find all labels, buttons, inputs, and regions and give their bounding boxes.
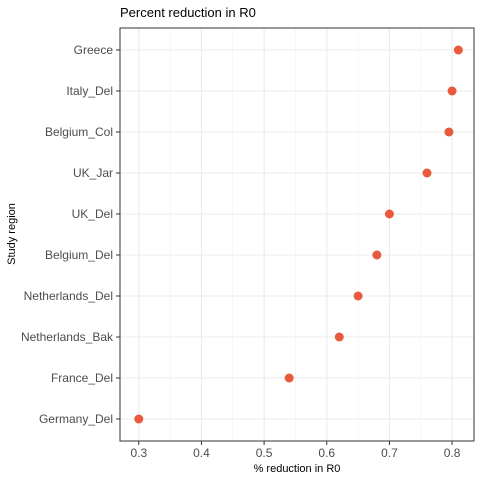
y-tick-label: Greece <box>74 43 114 57</box>
y-tick-label: UK_Jar <box>73 166 113 180</box>
x-axis-label: % reduction in R0 <box>254 463 341 475</box>
data-point <box>444 127 454 137</box>
data-point <box>134 414 144 424</box>
y-tick-label: Belgium_Col <box>45 125 113 139</box>
panel-border <box>119 27 475 442</box>
x-tick-label: 0.6 <box>318 446 335 460</box>
y-axis-label: Study region <box>6 203 18 265</box>
data-point <box>334 332 344 342</box>
y-tick-label: UK_Del <box>72 207 113 221</box>
data-point <box>453 45 463 55</box>
y-tick-label: Italy_Del <box>66 84 113 98</box>
data-point <box>447 86 457 96</box>
y-tick-label: Netherlands_Bak <box>21 330 114 344</box>
chart-title: Percent reduction in R0 <box>120 5 256 20</box>
x-tick-label: 0.5 <box>256 446 273 460</box>
y-tick-label: France_Del <box>51 371 113 385</box>
data-point <box>372 250 382 260</box>
data-point <box>422 168 432 178</box>
points-layer <box>134 45 463 424</box>
data-point <box>384 209 394 219</box>
axes-layer: 0.3 0.4 0.5 0.6 0.7 0.8 Greece Italy_Del Belgium… <box>21 43 461 460</box>
y-tick-label: Belgium_Del <box>45 248 113 262</box>
x-tick-label: 0.3 <box>130 446 147 460</box>
y-tick-label: Netherlands_Del <box>24 289 113 303</box>
x-tick-label: 0.7 <box>381 446 398 460</box>
y-tick-label: Germany_Del <box>39 412 113 426</box>
x-tick-label: 0.8 <box>444 446 461 460</box>
grid-layer <box>120 28 474 441</box>
data-point <box>353 291 363 301</box>
data-point <box>284 373 294 383</box>
x-tick-label: 0.4 <box>193 446 210 460</box>
